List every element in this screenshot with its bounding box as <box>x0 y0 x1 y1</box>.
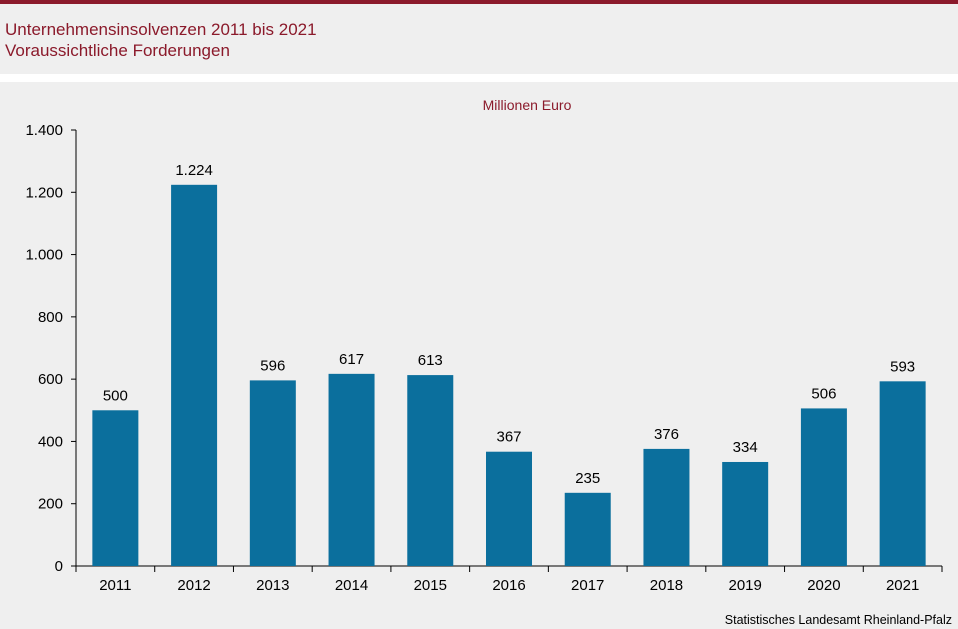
x-tick-label: 2014 <box>335 577 368 594</box>
chart-header: Unternehmensinsolvenzen 2011 bis 2021 Vo… <box>0 4 958 74</box>
y-tick-label: 600 <box>38 371 63 388</box>
bar <box>486 451 532 566</box>
y-axis: 0 200 400 600 800 1.000 1.200 1.400 <box>25 122 77 575</box>
data-label: 596 <box>260 357 285 374</box>
x-tick-label: 2020 <box>807 577 840 594</box>
bar <box>328 373 375 566</box>
bar <box>249 380 296 566</box>
top-accent-bar <box>0 0 958 4</box>
chart-panel: Millionen Euro 0 200 400 600 800 1.000 1.200 1.… <box>0 82 958 629</box>
bar <box>800 408 847 566</box>
bar <box>171 184 218 566</box>
data-label: 500 <box>103 387 128 404</box>
chart-title: Unternehmensinsolvenzen 2011 bis 2021 <box>5 20 317 39</box>
chart-subtitle: Voraussichtliche Forderungen <box>5 41 230 60</box>
x-tick-label: 2015 <box>414 577 447 594</box>
x-tick-label: 2018 <box>650 577 683 594</box>
bar <box>407 375 454 566</box>
bar-series: 500 1.224 596 617 613 367 235 376 334 506 593 <box>92 162 926 566</box>
x-tick-label: 2013 <box>256 577 289 594</box>
source-note: Statistisches Landesamt Rheinland-Pfalz <box>725 613 952 627</box>
x-tick-label: 2016 <box>492 577 525 594</box>
y-tick-label: 1.200 <box>25 184 63 201</box>
data-label: 1.224 <box>175 162 213 179</box>
y-tick-label: 800 <box>38 309 63 326</box>
data-label: 593 <box>890 358 915 375</box>
y-tick-label: 200 <box>38 496 63 513</box>
data-label: 613 <box>418 352 443 369</box>
bar <box>879 381 926 566</box>
bar <box>92 410 139 566</box>
bar <box>643 448 690 566</box>
y-tick-label: 1.000 <box>25 247 63 264</box>
x-tick-label: 2011 <box>99 577 131 594</box>
bar <box>564 492 611 566</box>
data-label: 617 <box>339 351 364 368</box>
x-tick-label: 2017 <box>571 577 604 594</box>
x-tick-label: 2021 <box>886 577 919 594</box>
unit-label: Millionen Euro <box>483 97 572 113</box>
data-label: 506 <box>811 385 836 402</box>
x-tick-label: 2012 <box>177 577 210 594</box>
y-tick-label: 400 <box>38 433 63 450</box>
data-label: 334 <box>733 439 758 456</box>
bar <box>722 461 769 566</box>
data-label: 367 <box>496 429 521 446</box>
data-label: 235 <box>575 470 600 487</box>
data-label: 376 <box>654 426 679 443</box>
y-tick-label: 1.400 <box>25 122 63 139</box>
y-tick-label: 0 <box>55 558 63 575</box>
bar-chart: Millionen Euro 0 200 400 600 800 1.000 1.200 1.… <box>25 97 952 627</box>
x-tick-label: 2019 <box>728 577 761 594</box>
x-axis: 2011 2012 2013 2014 2015 2016 2017 2018 2019 2020… <box>75 565 943 594</box>
